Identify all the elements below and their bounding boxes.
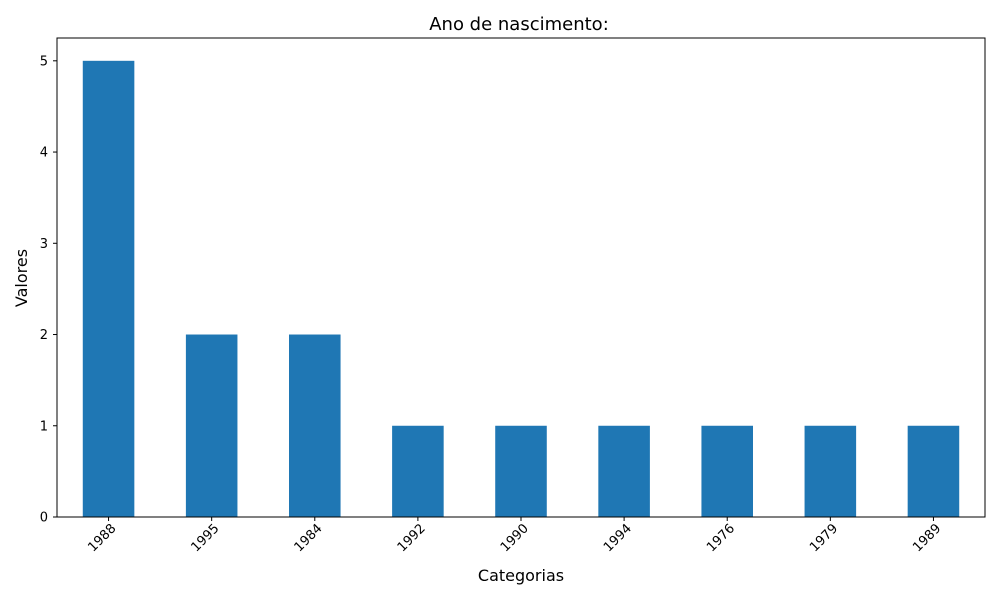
bar-1994 — [598, 425, 650, 517]
x-tick-label: 1988 — [85, 521, 119, 555]
y-axis-label: Valores — [12, 249, 31, 307]
bar-1995 — [185, 334, 238, 517]
bar-1979 — [804, 425, 857, 517]
x-tick-label: 1994 — [601, 521, 635, 555]
chart-title: Ano de nascimento: — [429, 14, 609, 35]
y-tick-label: 5 — [40, 54, 48, 69]
y-tick-label: 4 — [40, 146, 48, 161]
plot-frame — [56, 37, 986, 518]
y-tick-label: 3 — [40, 237, 48, 252]
bars-group — [82, 60, 960, 518]
bar-1989 — [907, 425, 960, 517]
x-tick-label: 1995 — [188, 521, 222, 555]
bar-1984 — [289, 334, 341, 517]
y-tick-label: 1 — [40, 419, 48, 434]
x-tick-label: 1979 — [807, 521, 841, 555]
x-tick-label: 1976 — [704, 521, 738, 555]
x-tick-label: 1992 — [395, 521, 429, 555]
x-tick-label: 1989 — [910, 521, 944, 555]
y-axis-ticks: 0 1 2 3 4 5 — [40, 54, 57, 526]
bar-1992 — [392, 425, 444, 517]
x-tick-label: 1990 — [498, 521, 532, 555]
bar-1976 — [701, 425, 753, 517]
y-tick-label: 0 — [40, 511, 48, 526]
x-tick-label: 1984 — [292, 521, 326, 555]
x-axis-label: Categorias — [478, 566, 564, 585]
bar-1988 — [82, 60, 135, 518]
x-axis-ticks: 1988 1995 1984 1992 1990 1994 1976 1979 1989 — [85, 517, 944, 555]
bar-1990 — [495, 425, 547, 517]
y-tick-label: 2 — [40, 328, 48, 343]
